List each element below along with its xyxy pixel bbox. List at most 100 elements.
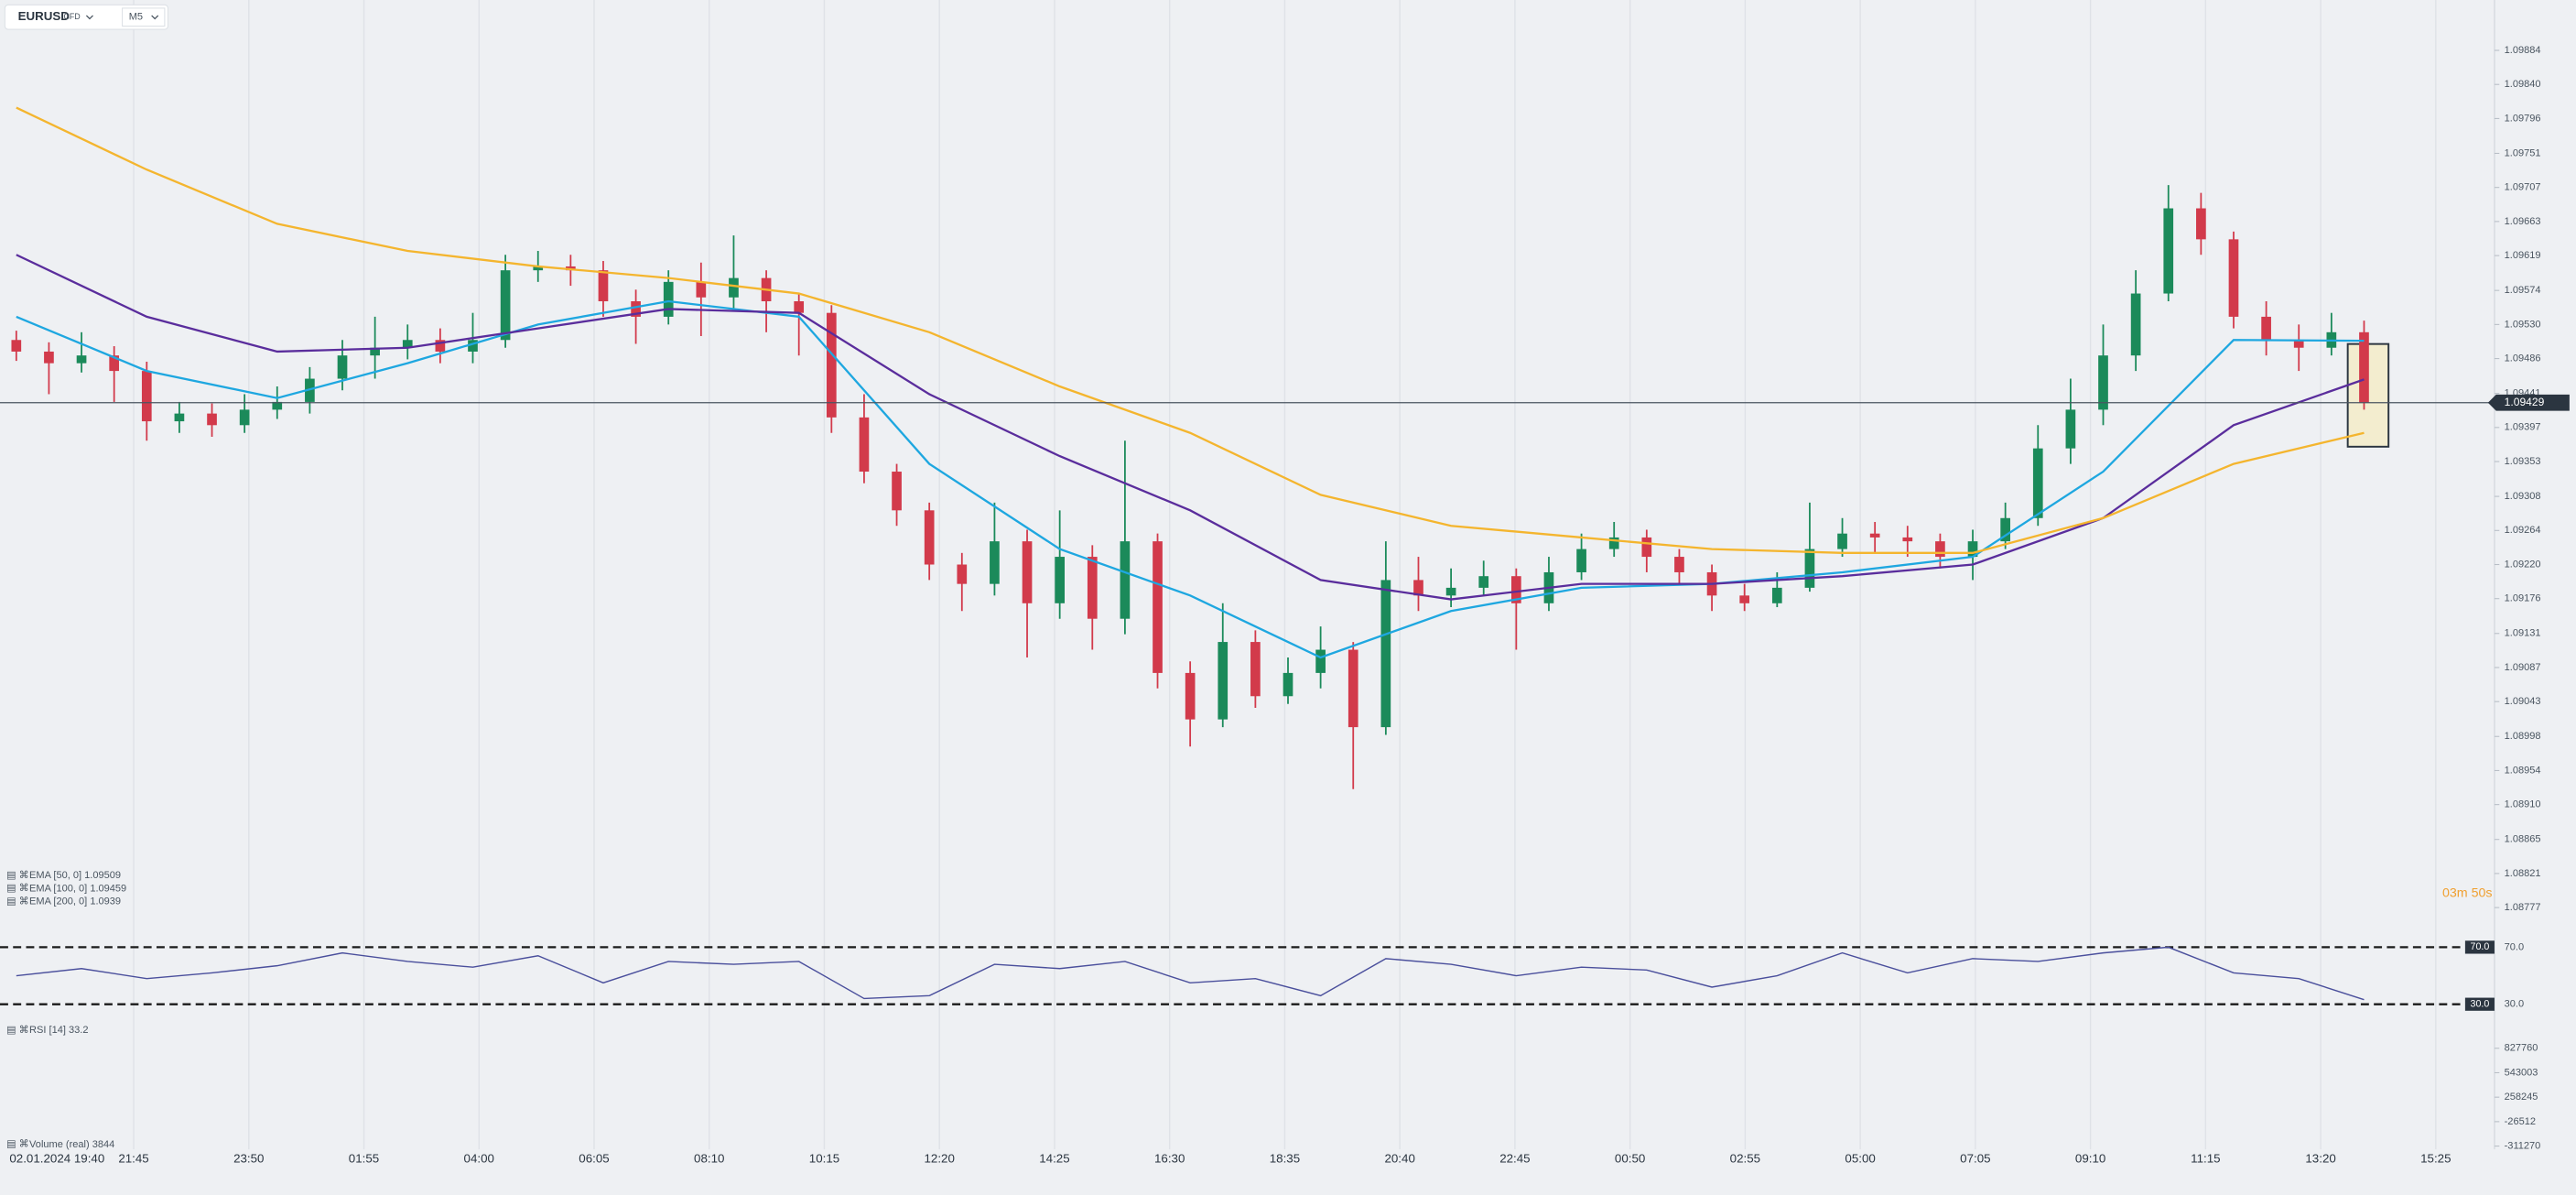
rsi-level-box — [2464, 940, 2495, 954]
candle-body — [1771, 587, 1782, 603]
timeframe-dropdown[interactable] — [151, 15, 159, 20]
volume-legend-name: Volume (real) — [29, 1139, 90, 1150]
rsi-line — [16, 946, 2365, 1001]
candle-body — [370, 347, 380, 356]
candle-body — [2032, 448, 2043, 518]
candle-body — [337, 355, 348, 379]
candle-body — [1576, 549, 1586, 572]
current-price-label: 1.09429 — [2505, 396, 2545, 408]
y-tick-label: 1.09220 — [2505, 559, 2541, 570]
symbol[interactable]: EURUSD — [18, 9, 70, 23]
candle-body — [1348, 649, 1358, 728]
x-tick-label: 12:20 — [925, 1151, 955, 1165]
y-tick-label: 1.09131 — [2505, 628, 2541, 639]
candle-body — [1315, 649, 1326, 673]
candle-body — [1283, 672, 1293, 697]
candle-body — [1087, 557, 1098, 619]
instrument: CFD — [63, 12, 80, 21]
rsi-level-box-label: 30.0 — [2471, 999, 2490, 1010]
x-tick-label: 15:25 — [2420, 1151, 2451, 1165]
candle-body — [1804, 549, 1815, 588]
candle-body — [826, 312, 837, 418]
rsi-tick-label: 30.0 — [2505, 999, 2524, 1010]
candle-body — [435, 340, 446, 352]
ema-line — [16, 254, 2365, 601]
candle-body — [1120, 541, 1131, 619]
candle-body — [11, 340, 22, 352]
y-tick-label: 1.09486 — [2505, 353, 2541, 364]
legend-icon[interactable]: ▤ ⌘ — [6, 896, 29, 907]
candle-body — [500, 270, 511, 341]
y-tick-label: 1.09574 — [2505, 285, 2541, 296]
candle-body — [729, 277, 739, 298]
rsi-level-box-label: 70.0 — [2471, 941, 2490, 952]
x-tick-label: 20:40 — [1384, 1151, 1414, 1165]
candle-body — [1967, 541, 1978, 558]
y-tick-label: 1.08998 — [2505, 731, 2541, 742]
candle-body — [109, 355, 120, 372]
candle-body — [2293, 340, 2304, 348]
x-tick-label: 07:05 — [1960, 1151, 1990, 1165]
rsi-tick-label: 70.0 — [2505, 941, 2524, 952]
timeframe[interactable]: M5 — [129, 12, 143, 23]
y-tick-label: 1.09353 — [2505, 456, 2541, 467]
x-tick-label: 00:50 — [1615, 1151, 1645, 1165]
x-tick-label: 23:50 — [233, 1151, 264, 1165]
candle-body — [1478, 576, 1489, 588]
candle-body — [2065, 409, 2076, 449]
y-tick-label: 1.09308 — [2505, 491, 2541, 502]
candle-body — [631, 300, 641, 317]
timeframe-box[interactable] — [122, 7, 166, 27]
ema-legend-name: EMA [200, 0] — [29, 896, 87, 907]
candle-body — [2261, 316, 2271, 341]
x-tick-label: 09:10 — [2075, 1151, 2105, 1165]
rsi-legend-entry: RSI [14] 33.2 — [29, 1025, 88, 1036]
symbol-dropdown[interactable] — [85, 15, 93, 20]
x-tick-label: 11:15 — [2191, 1151, 2220, 1165]
candle-body — [2163, 208, 2174, 294]
x-tick-label: 16:30 — [1154, 1151, 1185, 1165]
candle-body — [957, 564, 968, 584]
y-tick-label: 1.09663 — [2505, 216, 2541, 227]
candle-body — [174, 413, 185, 422]
candle-body — [663, 281, 674, 317]
y-tick-label: 1.09441 — [2505, 388, 2541, 399]
x-tick-label: 13:20 — [2305, 1151, 2335, 1165]
candle-body — [1902, 537, 1913, 542]
ema-legend-value: 1.09459 — [90, 883, 126, 894]
legend-icon[interactable]: ▤ ⌘ — [6, 1025, 29, 1036]
candle-body — [990, 541, 1000, 584]
candle-body — [1185, 672, 1196, 720]
x-tick-label: 04:00 — [464, 1151, 494, 1165]
y-tick-label: 1.09530 — [2505, 319, 2541, 330]
legend-icon[interactable]: ▤ ⌘ — [6, 883, 29, 894]
candle-body — [1022, 541, 1033, 603]
y-tick-label: 1.09264 — [2505, 525, 2541, 536]
legend-icon[interactable]: ▤ ⌘ — [6, 870, 29, 881]
y-tick-label: 1.09707 — [2505, 182, 2541, 193]
candle-body — [44, 351, 54, 364]
candle-body — [2359, 331, 2369, 403]
x-tick-label: 01:55 — [349, 1151, 379, 1165]
candle-body — [1510, 576, 1521, 603]
candle-body — [1055, 557, 1066, 603]
y-tick-label: 1.09176 — [2505, 593, 2541, 604]
candle-body — [924, 510, 935, 565]
candle-body — [1837, 533, 1847, 549]
ema-line — [16, 106, 2365, 554]
candle-body — [2098, 355, 2108, 410]
candle-body — [468, 340, 478, 352]
ema-legend-name: EMA [50, 0] — [29, 870, 81, 881]
candle-body — [76, 355, 87, 364]
ema-legend-value: 1.09509 — [84, 870, 121, 881]
volume-legend-value: 3844 — [92, 1139, 115, 1150]
x-tick-label: 18:35 — [1270, 1151, 1300, 1165]
x-tick-label: 14:25 — [1039, 1151, 1069, 1165]
y-tick-label: 1.09397 — [2505, 422, 2541, 433]
candle-body — [1250, 642, 1261, 697]
x-tick-label: 10:15 — [809, 1151, 839, 1165]
legend-icon[interactable]: ▤ ⌘ — [6, 1139, 29, 1150]
candle-body — [1153, 541, 1163, 673]
candle-body — [1413, 580, 1423, 596]
